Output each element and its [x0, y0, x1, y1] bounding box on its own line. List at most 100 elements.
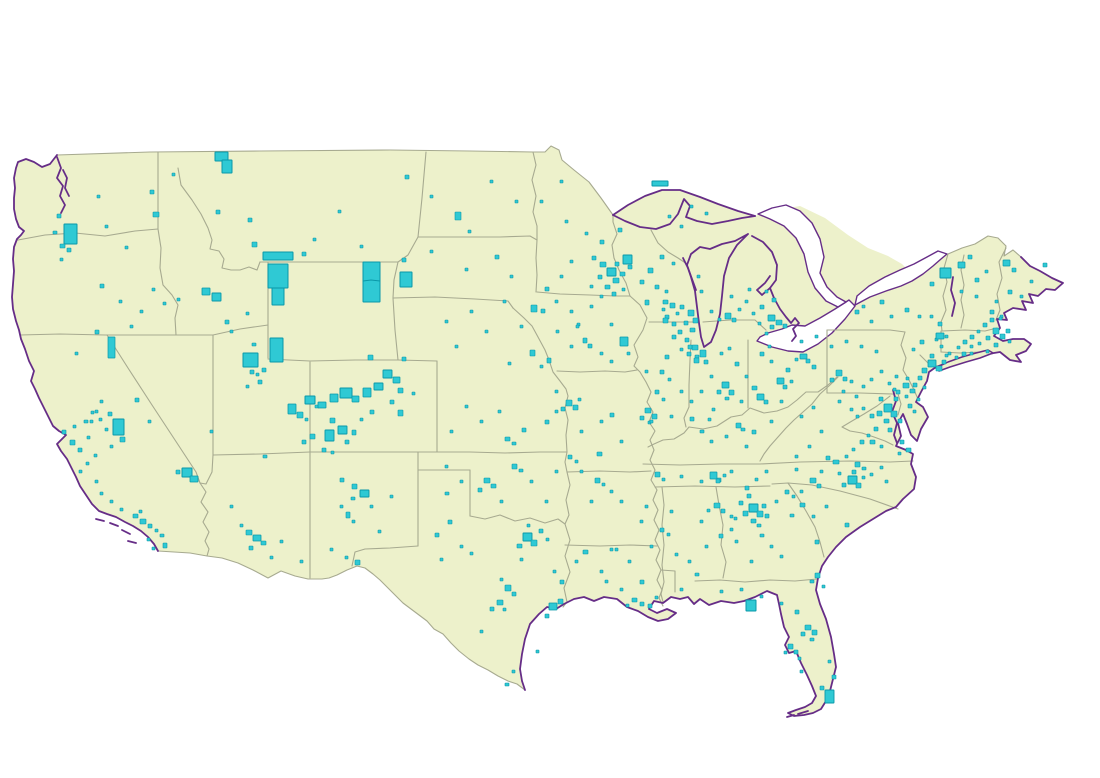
area-patch	[654, 284, 660, 290]
area-patch	[609, 547, 614, 552]
area-patch	[721, 381, 730, 389]
area-patch	[740, 427, 746, 432]
area-patch	[639, 279, 645, 285]
state-border-line	[351, 545, 419, 567]
area-patch	[661, 477, 666, 482]
area-patch	[873, 426, 879, 432]
area-patch	[684, 337, 690, 343]
area-patch	[775, 319, 783, 326]
area-patch	[664, 354, 670, 360]
area-patch	[744, 485, 750, 491]
area-patch	[894, 374, 899, 379]
state-border-line	[611, 214, 631, 297]
area-patch	[530, 539, 538, 547]
area-patch	[679, 587, 684, 592]
area-patch	[94, 409, 99, 414]
area-patch	[998, 316, 1003, 321]
area-patch	[454, 344, 459, 349]
area-patch	[750, 518, 757, 524]
area-patch	[922, 385, 927, 390]
area-patch	[893, 396, 899, 402]
state-border-line	[654, 485, 771, 488]
area-patch	[759, 351, 765, 357]
area-patch	[671, 261, 676, 266]
area-patch	[147, 419, 152, 424]
area-patch	[861, 406, 866, 411]
area-patch	[604, 284, 611, 290]
area-patch	[785, 367, 791, 373]
area-patch	[351, 519, 356, 524]
state-border-line	[564, 451, 571, 525]
area-patch	[679, 389, 684, 394]
area-patch	[404, 174, 410, 180]
area-patch	[787, 643, 794, 650]
area-patch	[229, 504, 234, 509]
area-patch	[744, 374, 749, 379]
area-patch	[529, 479, 534, 484]
area-patch	[866, 433, 871, 438]
state-border-line	[417, 235, 538, 241]
area-patch	[577, 397, 582, 402]
area-patch	[674, 552, 679, 557]
area-patch	[969, 344, 974, 349]
area-patch	[61, 429, 67, 435]
area-patch	[504, 682, 510, 687]
area-patch	[132, 513, 139, 519]
area-patch	[687, 309, 695, 317]
area-patch	[477, 487, 483, 493]
coastline-segment	[751, 235, 778, 296]
area-patch	[754, 477, 759, 482]
area-patch	[507, 361, 512, 366]
area-patch	[109, 444, 114, 449]
area-patch	[709, 374, 714, 379]
area-patch	[484, 329, 489, 334]
area-patch	[78, 469, 83, 474]
coastline-segment	[95, 518, 105, 522]
area-patch	[350, 496, 356, 501]
area-patch	[540, 308, 546, 314]
area-patch	[569, 259, 574, 264]
area-patch	[546, 357, 552, 364]
area-patch	[662, 317, 669, 324]
area-patch	[554, 389, 559, 394]
area-patch	[301, 251, 307, 257]
state-border-line	[826, 329, 906, 333]
state-border-line	[995, 247, 1007, 321]
area-patch	[201, 287, 211, 296]
area-patch	[94, 479, 99, 484]
area-patch	[317, 401, 327, 409]
area-patch	[599, 261, 607, 268]
area-patch	[139, 309, 144, 314]
state-border-line	[897, 393, 902, 416]
area-patch	[794, 454, 799, 459]
area-patch	[819, 429, 824, 434]
area-patch	[554, 299, 559, 304]
area-patch	[614, 547, 619, 552]
area-patch	[869, 472, 874, 477]
area-patch	[511, 441, 517, 446]
area-patch	[935, 332, 945, 340]
area-patch	[262, 251, 294, 261]
area-patch	[619, 499, 624, 504]
area-patch	[401, 257, 407, 263]
state-border-line	[19, 324, 269, 336]
area-patch	[509, 274, 514, 279]
area-patch	[855, 482, 862, 489]
area-patch	[489, 179, 494, 184]
lake-water-body	[757, 204, 847, 308]
area-patch	[662, 299, 669, 305]
area-patch	[651, 413, 658, 420]
state-border-line	[469, 514, 566, 525]
area-patch	[669, 414, 674, 419]
area-patch	[687, 559, 692, 564]
area-patch	[799, 353, 808, 360]
state-borders	[17, 145, 1022, 691]
area-patch	[599, 419, 604, 424]
area-patch	[175, 469, 181, 475]
area-patch	[861, 304, 866, 309]
area-patch	[502, 607, 507, 612]
area-patch	[134, 397, 140, 403]
area-patch	[617, 227, 623, 233]
area-patch	[582, 549, 589, 555]
area-patch	[575, 324, 580, 329]
